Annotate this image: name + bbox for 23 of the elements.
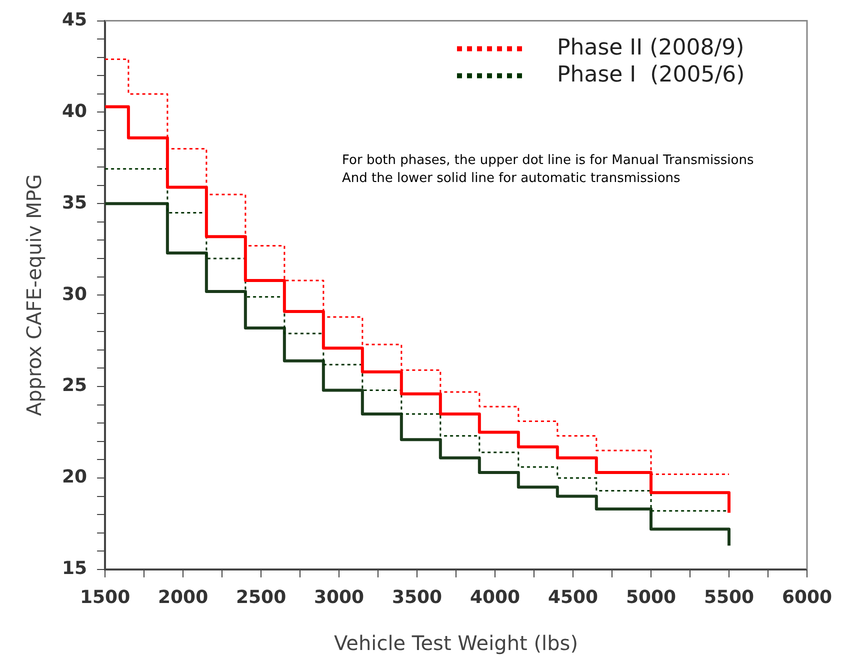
x-tick-label: 3500 <box>392 586 442 608</box>
x-tick-label: 4500 <box>548 586 598 608</box>
y-tick-label: 35 <box>62 192 88 214</box>
y-tick-label: 20 <box>62 466 88 488</box>
x-tick-label: 2000 <box>158 586 208 608</box>
y-tick-label: 40 <box>62 100 88 122</box>
x-tick-label: 5000 <box>626 586 676 608</box>
y-tick-label: 30 <box>62 284 88 305</box>
annotation: And the lower solid line for automatic transmissions <box>342 170 682 188</box>
legend-label: Phase I (2005/6) <box>557 62 745 88</box>
x-tick-label: 3000 <box>314 586 364 608</box>
x-tick-label: 1500 <box>80 586 130 608</box>
annotation: For both phases, the upper dot line is for Manual Transmissions <box>342 152 755 170</box>
y-tick-label: 25 <box>62 375 88 396</box>
x-tick-label: 2500 <box>236 586 286 608</box>
x-tick-label: 4000 <box>470 586 520 608</box>
y-axis-title: Approx CAFE-equiv MPG <box>22 174 46 416</box>
y-tick-label: 15 <box>62 558 88 580</box>
x-axis-title: Vehicle Test Weight (lbs) <box>334 631 578 656</box>
x-tick-label: 6000 <box>782 586 832 608</box>
x-tick-label: 5500 <box>704 586 754 608</box>
y-tick-label: 45 <box>62 9 88 30</box>
legend-label: Phase II (2008/9) <box>557 36 744 61</box>
